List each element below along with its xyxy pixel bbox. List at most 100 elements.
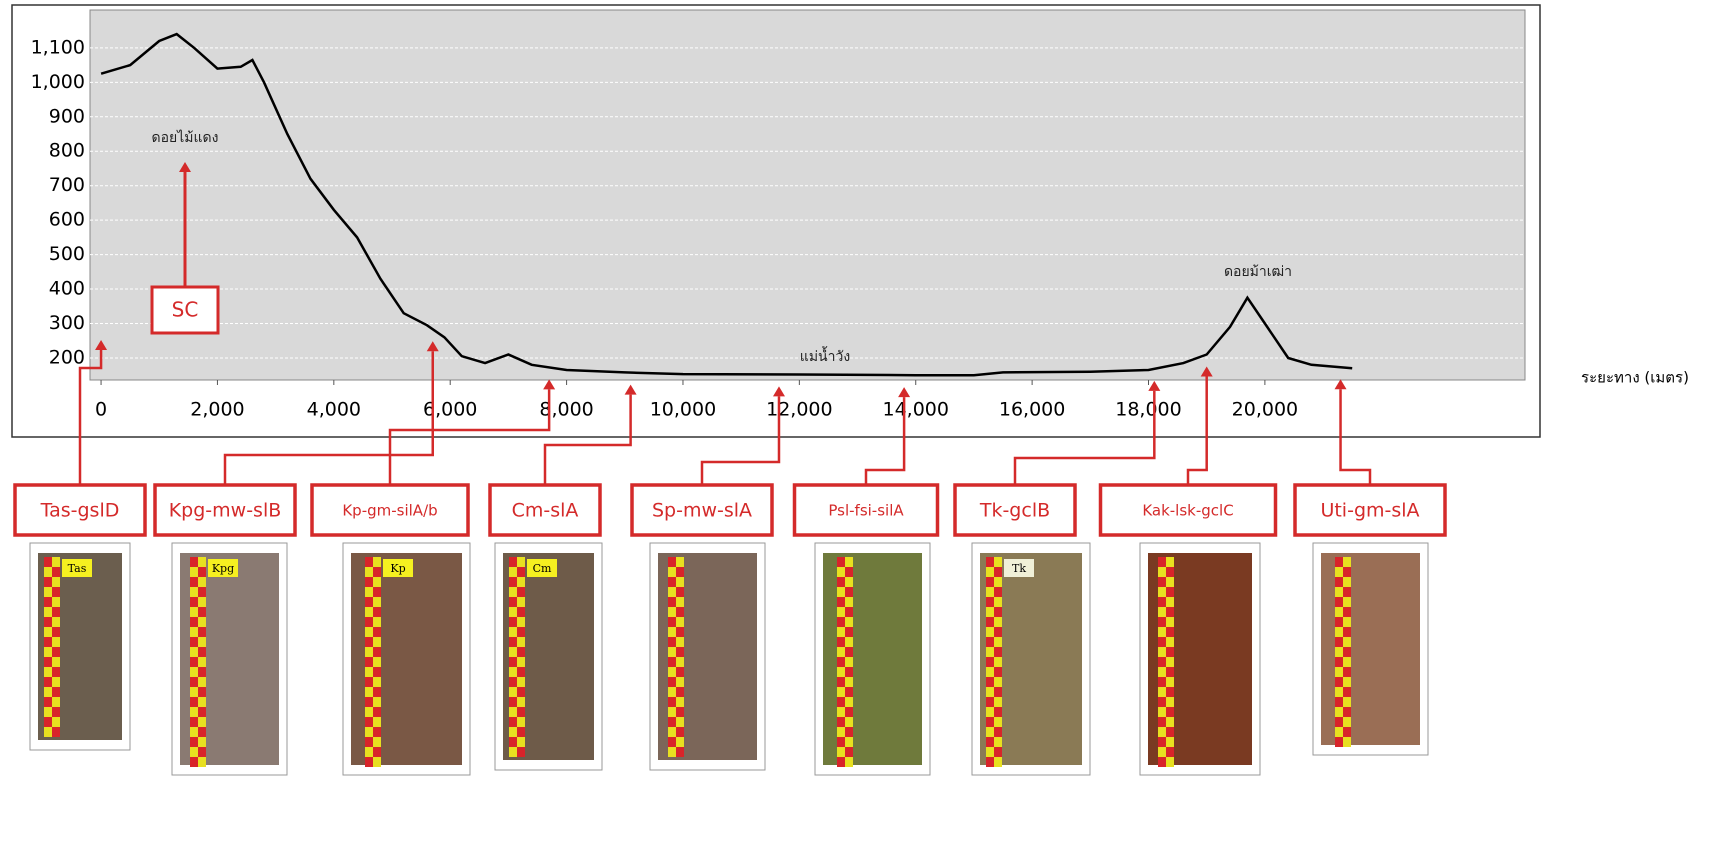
ruler	[373, 727, 381, 737]
soil-box	[1098, 483, 1278, 537]
ruler	[1158, 677, 1166, 687]
ruler	[837, 707, 845, 717]
ruler	[1343, 667, 1351, 677]
ruler	[1335, 717, 1343, 727]
ruler	[198, 677, 206, 687]
ruler	[676, 717, 684, 727]
ruler	[837, 677, 845, 687]
soil-label: Sp-mw-slA	[652, 500, 752, 522]
connector	[388, 389, 551, 485]
arrow-head	[1334, 379, 1347, 390]
ruler	[365, 747, 373, 757]
ruler	[190, 647, 198, 657]
ruler	[509, 647, 517, 657]
ruler	[1335, 657, 1343, 667]
ruler	[994, 717, 1002, 727]
arrow-head	[1148, 380, 1161, 391]
ruler	[1166, 677, 1174, 687]
x-tick-label: 8,000	[539, 399, 593, 421]
ruler	[1166, 737, 1174, 747]
ruler	[1343, 727, 1351, 737]
ruler	[1158, 597, 1166, 607]
soil-box	[488, 483, 602, 537]
ruler	[198, 667, 206, 677]
y-tick-label: 1,100	[31, 36, 85, 58]
ruler	[1343, 627, 1351, 637]
ruler	[1158, 607, 1166, 617]
ruler	[837, 747, 845, 757]
ruler	[365, 567, 373, 577]
ruler	[837, 737, 845, 747]
ruler	[509, 607, 517, 617]
soil-box	[630, 483, 774, 537]
ruler	[676, 577, 684, 587]
connector	[78, 350, 103, 485]
ruler	[994, 727, 1002, 737]
ruler	[52, 577, 60, 587]
ruler	[1343, 717, 1351, 727]
ruler	[845, 567, 853, 577]
ruler	[1166, 667, 1174, 677]
arrow-head	[426, 341, 439, 352]
ruler	[676, 657, 684, 667]
ruler	[845, 697, 853, 707]
ruler	[198, 567, 206, 577]
ruler	[668, 617, 676, 627]
ruler	[1158, 717, 1166, 727]
ruler	[44, 667, 52, 677]
ruler	[668, 637, 676, 647]
ruler	[986, 717, 994, 727]
y-tick-label: 400	[49, 278, 85, 300]
ruler	[986, 667, 994, 677]
arrow-head	[898, 387, 911, 398]
ruler	[837, 567, 845, 577]
ruler	[509, 687, 517, 697]
ruler	[1158, 617, 1166, 627]
ruler	[52, 647, 60, 657]
ruler	[845, 617, 853, 627]
ruler	[845, 677, 853, 687]
ruler	[676, 557, 684, 567]
ruler	[190, 707, 198, 717]
ruler	[373, 697, 381, 707]
ruler	[1158, 737, 1166, 747]
ruler	[1158, 557, 1166, 567]
ruler	[52, 697, 60, 707]
ruler	[994, 697, 1002, 707]
sc-label: SC	[172, 298, 199, 322]
ruler	[668, 697, 676, 707]
ruler	[44, 597, 52, 607]
ruler	[190, 677, 198, 687]
photo-tag: Tas	[68, 562, 87, 575]
ruler	[986, 677, 994, 687]
ruler	[986, 577, 994, 587]
ruler	[676, 707, 684, 717]
ruler	[198, 737, 206, 747]
ruler	[373, 657, 381, 667]
ruler	[837, 657, 845, 667]
x-tick-label: 2,000	[190, 399, 244, 421]
ruler	[668, 667, 676, 677]
ruler	[1158, 687, 1166, 697]
ruler	[837, 667, 845, 677]
ruler	[517, 687, 525, 697]
photo-tag: Tk	[1012, 562, 1026, 575]
ruler	[1343, 697, 1351, 707]
ruler	[994, 667, 1002, 677]
ruler	[1166, 747, 1174, 757]
ruler	[1335, 737, 1343, 747]
ruler	[1166, 577, 1174, 587]
ruler	[517, 727, 525, 737]
ruler	[1335, 667, 1343, 677]
ruler	[44, 677, 52, 687]
ruler	[986, 567, 994, 577]
ruler	[365, 587, 373, 597]
ruler	[1343, 637, 1351, 647]
ruler	[1335, 617, 1343, 627]
ruler	[1166, 557, 1174, 567]
ruler	[668, 647, 676, 657]
ruler	[1343, 577, 1351, 587]
ruler	[837, 727, 845, 737]
ruler	[198, 607, 206, 617]
ruler	[44, 587, 52, 597]
